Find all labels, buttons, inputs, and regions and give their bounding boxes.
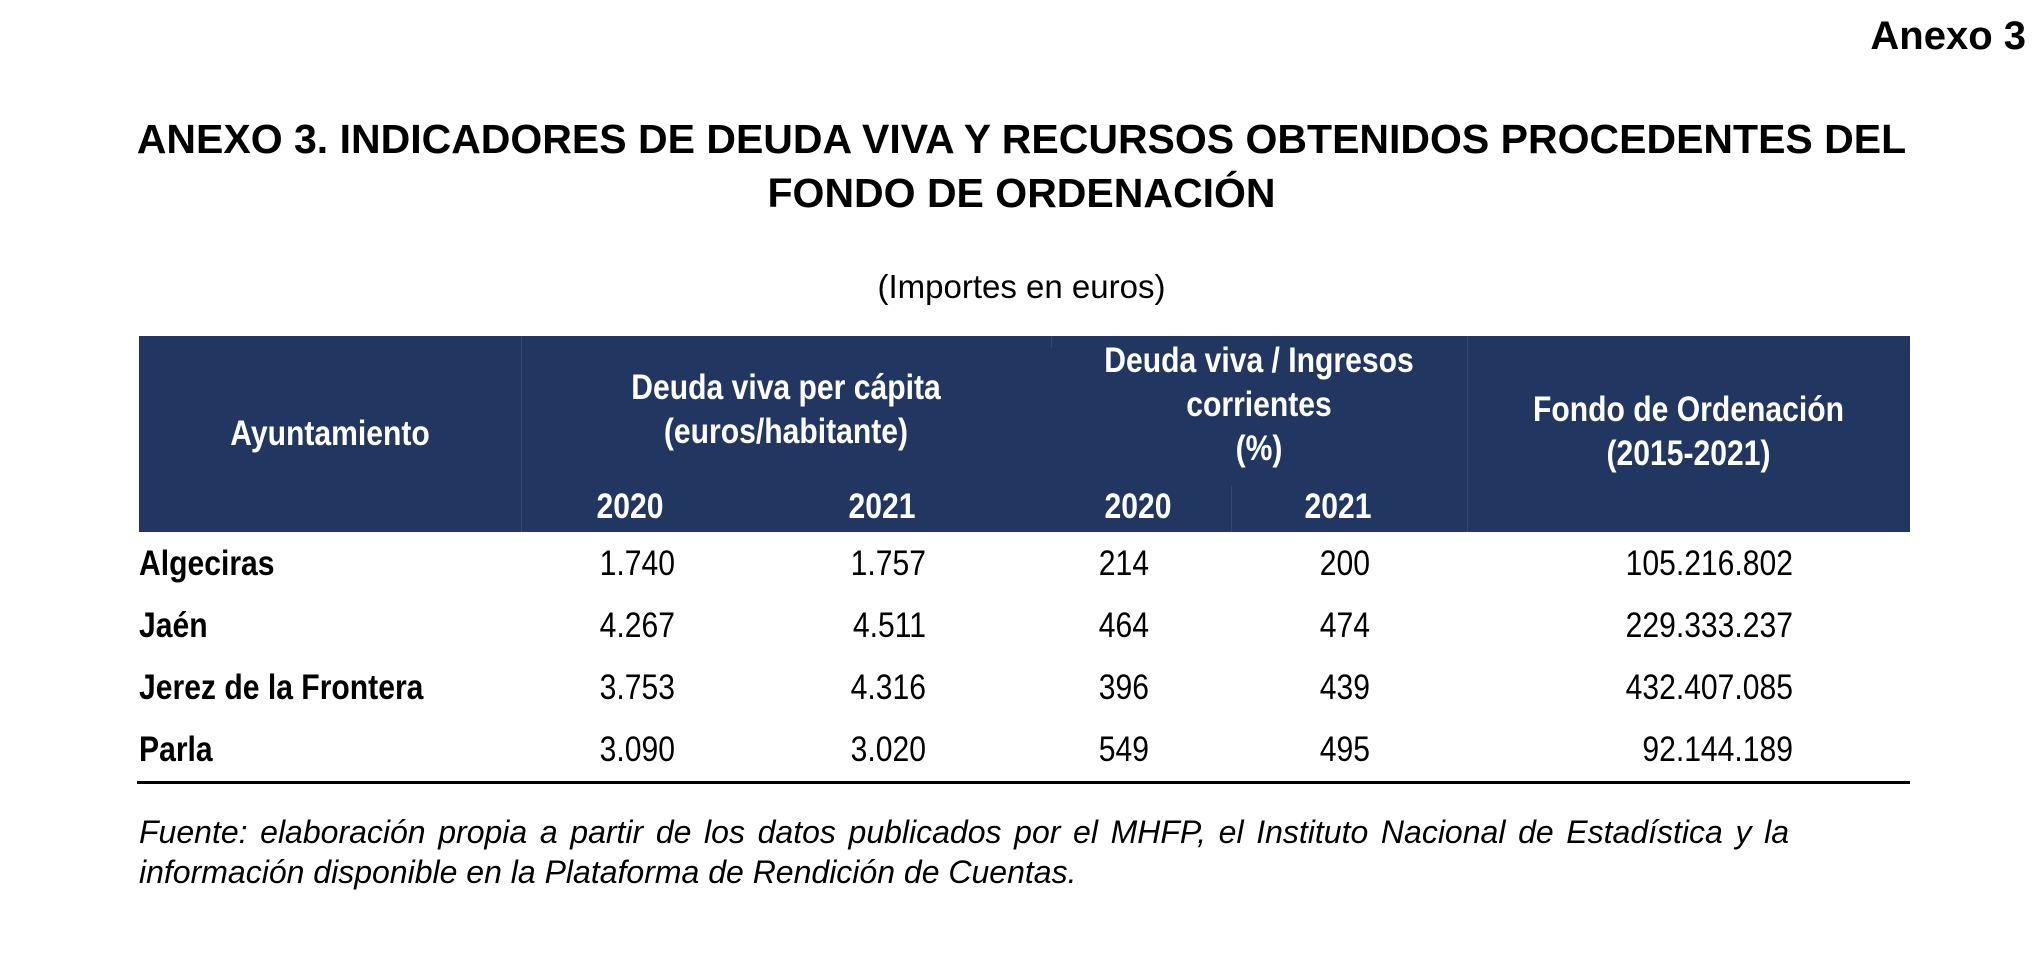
header-year: 2021: [1304, 487, 1372, 526]
cell-r2020: 549: [1098, 730, 1149, 769]
table-bottom-rule: [137, 781, 1910, 784]
title-line-1: ANEXO 3. INDICADORES DE DEUDA VIVA Y REC…: [136, 116, 1907, 162]
cell-pc2021: 3.020: [850, 730, 926, 769]
header-fondo-line1: Fondo de Ordenación: [1532, 390, 1845, 429]
cell-r2021: 474: [1319, 606, 1370, 645]
table-header: [139, 336, 1910, 532]
header-ayuntamiento: Ayuntamiento: [230, 414, 430, 453]
units-note: (Importes en euros): [877, 268, 1166, 305]
cell-fondo: 229.333.237: [1625, 606, 1793, 645]
cell-pc2020: 4.267: [599, 606, 675, 645]
cell-pc2021: 4.511: [852, 606, 926, 645]
source-footnote: Fuente: elaboración propia a partir de l…: [139, 814, 1789, 890]
cell-r2020: 396: [1098, 668, 1149, 707]
cell-pc2020: 3.090: [599, 730, 675, 769]
header-ratio-line1: Deuda viva / Ingresos: [1104, 341, 1414, 380]
header-ratio-line3: (%): [1235, 429, 1283, 468]
header-fondo-line2: (2015-2021): [1606, 434, 1771, 473]
row-ayuntamiento: Jaén: [139, 606, 208, 645]
header-divider: [1051, 336, 1052, 348]
row-ayuntamiento: Parla: [139, 730, 213, 769]
cell-fondo: 432.407.085: [1625, 668, 1793, 707]
annex-label: Anexo 3: [1870, 14, 2026, 58]
cell-r2020: 464: [1098, 606, 1149, 645]
cell-r2020: 214: [1098, 544, 1149, 583]
header-per-capita-line1: Deuda viva per cápita: [631, 368, 941, 407]
header-per-capita-line2: (euros/habitante): [663, 412, 909, 451]
document-title: ANEXO 3. INDICADORES DE DEUDA VIVA Y REC…: [0, 112, 2043, 220]
header-year: 2020: [596, 487, 664, 526]
header-ratio-line2: corrientes: [1186, 385, 1332, 424]
title-line-2: FONDO DE ORDENACIÓN: [767, 170, 1276, 216]
row-ayuntamiento: Algeciras: [139, 544, 275, 583]
cell-fondo: 92.144.189: [1642, 730, 1793, 769]
header-per-capita: Deuda viva per cápita (euros/habitante): [558, 366, 1014, 454]
header-ratio: Deuda viva / Ingresos corrientes (%): [1080, 339, 1438, 471]
header-year: 2021: [848, 487, 916, 526]
cell-r2021: 200: [1319, 544, 1370, 583]
row-ayuntamiento: Jerez de la Frontera: [139, 668, 424, 707]
header-fondo: Fondo de Ordenación (2015-2021): [1498, 388, 1879, 476]
cell-pc2021: 4.316: [850, 668, 926, 707]
cell-pc2020: 1.740: [599, 544, 675, 583]
header-year: 2020: [1104, 487, 1172, 526]
header-divider: [1467, 336, 1468, 532]
cell-r2021: 439: [1319, 668, 1370, 707]
cell-pc2020: 3.753: [599, 668, 675, 707]
header-divider: [1231, 486, 1232, 532]
header-divider: [521, 336, 522, 532]
cell-fondo: 105.216.802: [1625, 544, 1793, 583]
cell-r2021: 495: [1319, 730, 1370, 769]
cell-pc2021: 1.757: [850, 544, 926, 583]
